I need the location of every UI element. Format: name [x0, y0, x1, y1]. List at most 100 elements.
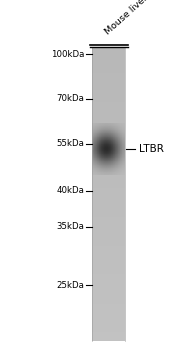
Bar [108, 156, 109, 157]
Bar [111, 156, 112, 157]
Bar [108, 151, 109, 152]
Bar [111, 130, 112, 131]
Bar [118, 161, 119, 162]
Bar [103, 167, 104, 168]
Bar [101, 148, 102, 149]
Bar [121, 148, 122, 149]
Bar [123, 132, 124, 133]
Bar [105, 141, 106, 142]
Bar [118, 132, 119, 133]
Bar [94, 127, 95, 128]
Bar [109, 141, 110, 142]
Bar [123, 154, 124, 155]
Bar [109, 135, 110, 136]
Bar [92, 97, 125, 98]
Bar [99, 157, 100, 158]
Bar [111, 147, 112, 148]
Bar [105, 137, 106, 138]
Bar [104, 169, 105, 170]
Bar [93, 146, 94, 147]
Bar [94, 155, 95, 156]
Bar [123, 129, 124, 130]
Text: LTBR: LTBR [139, 144, 164, 154]
Bar [96, 167, 97, 168]
Bar [121, 168, 122, 169]
Bar [92, 98, 125, 99]
Bar [105, 148, 106, 149]
Bar [103, 153, 104, 154]
Bar [109, 173, 110, 174]
Bar [102, 131, 103, 132]
Bar [109, 174, 110, 175]
Bar [108, 147, 109, 148]
Bar [118, 163, 119, 164]
Bar [95, 127, 96, 128]
Bar [106, 134, 107, 135]
Bar [114, 123, 115, 124]
Bar [115, 141, 116, 142]
Bar [120, 148, 121, 149]
Bar [110, 164, 111, 165]
Bar [97, 167, 98, 168]
Bar [100, 124, 101, 125]
Bar [116, 159, 117, 160]
Bar [100, 138, 101, 139]
Bar [94, 159, 95, 160]
Bar [107, 150, 108, 151]
Bar [94, 172, 95, 173]
Bar [106, 162, 107, 163]
Bar [95, 163, 96, 164]
Bar [102, 137, 103, 138]
Bar [100, 160, 101, 161]
Bar [117, 167, 118, 168]
Bar [104, 129, 105, 130]
Bar [104, 135, 105, 136]
Bar [92, 148, 125, 149]
Bar [92, 316, 125, 317]
Bar [118, 142, 119, 143]
Bar [95, 174, 96, 175]
Bar [92, 173, 125, 174]
Bar [92, 86, 125, 87]
Bar [110, 123, 111, 124]
Bar [113, 155, 114, 156]
Bar [116, 161, 117, 162]
Bar [113, 167, 114, 168]
Bar [115, 165, 116, 166]
Bar [122, 124, 123, 125]
Bar [117, 165, 118, 166]
Bar [92, 170, 93, 171]
Bar [92, 152, 125, 153]
Bar [106, 147, 107, 148]
Bar [92, 110, 125, 111]
Bar [97, 157, 98, 158]
Bar [110, 157, 111, 158]
Bar [109, 122, 110, 123]
Bar [114, 131, 115, 132]
Bar [92, 131, 125, 132]
Bar [117, 141, 118, 142]
Bar [122, 174, 123, 175]
Bar [100, 127, 101, 128]
Bar [106, 153, 107, 154]
Bar [102, 160, 103, 161]
Bar [92, 77, 125, 78]
Bar [105, 140, 106, 141]
Bar [110, 136, 111, 137]
Bar [96, 151, 97, 152]
Bar [110, 124, 111, 125]
Bar [105, 157, 106, 158]
Bar [115, 146, 116, 147]
Bar [114, 125, 115, 126]
Bar [92, 266, 125, 267]
Bar [100, 125, 101, 126]
Bar [120, 127, 121, 128]
Bar [100, 174, 101, 175]
Bar [102, 134, 103, 135]
Bar [93, 155, 94, 156]
Bar [111, 170, 112, 171]
Bar [97, 151, 98, 152]
Bar [93, 150, 94, 151]
Bar [114, 149, 115, 150]
Bar [92, 109, 125, 110]
